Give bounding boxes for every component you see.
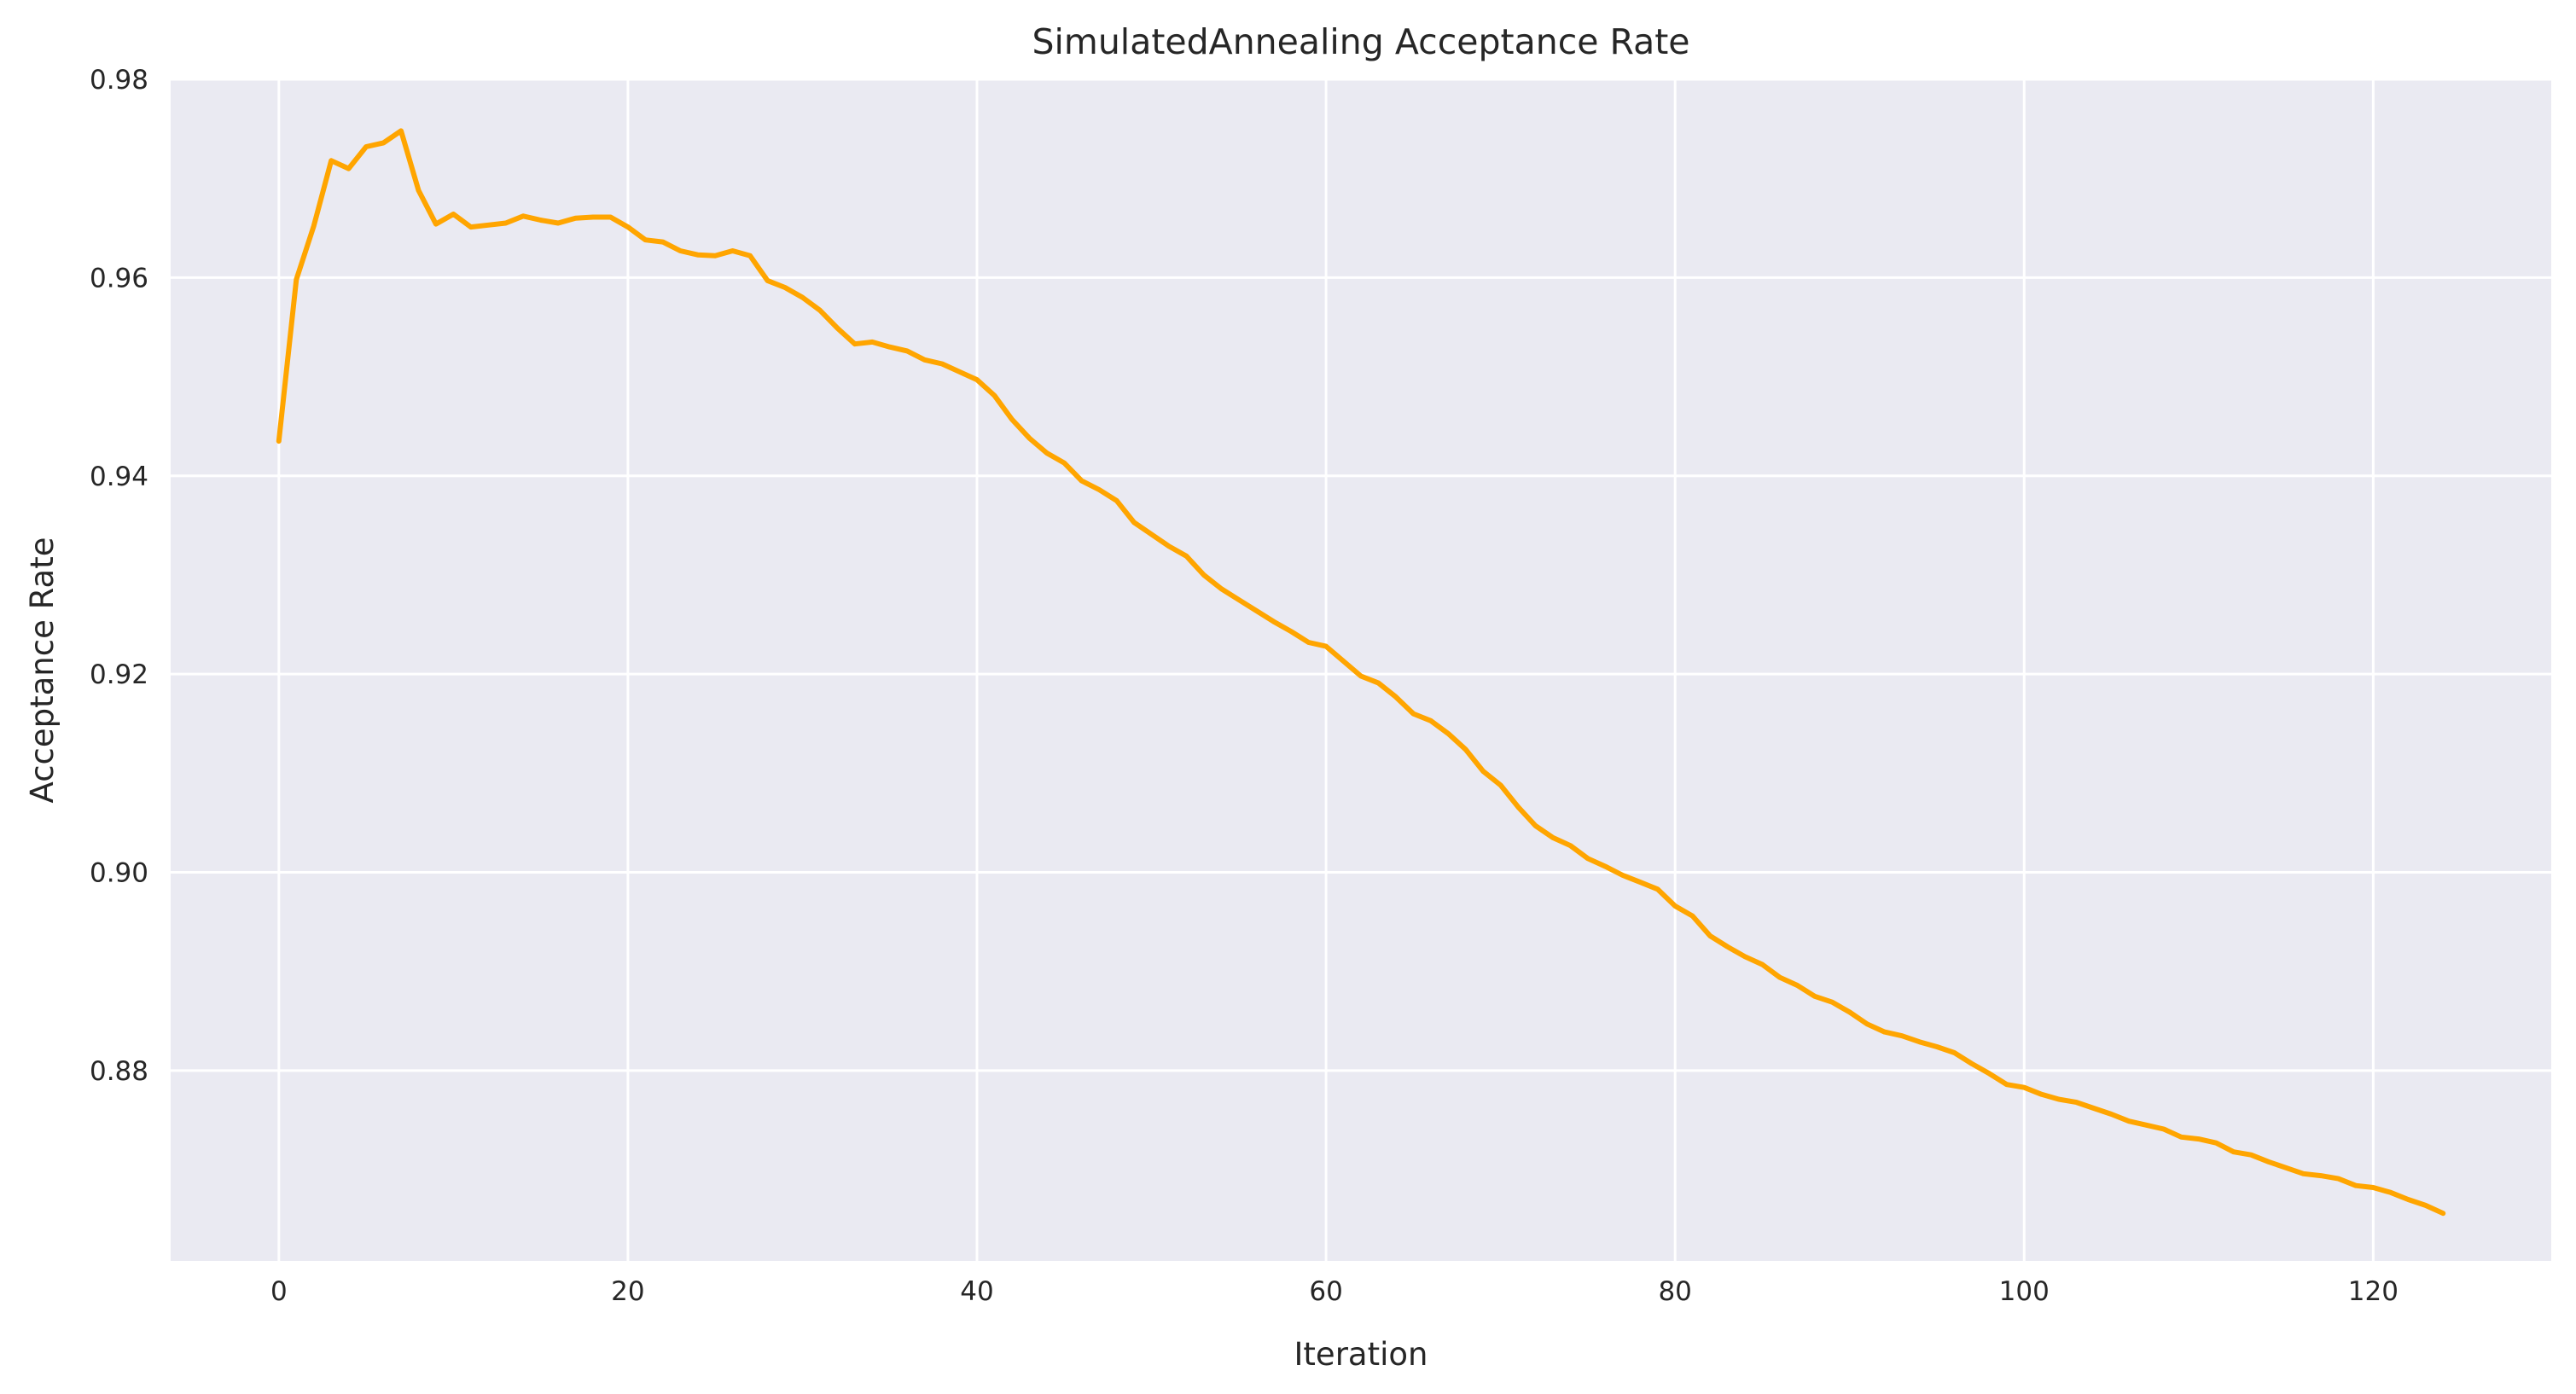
y-tick-label: 0.92	[90, 659, 148, 690]
x-tick-label: 120	[2348, 1276, 2399, 1307]
plot-area	[171, 79, 2551, 1261]
y-tick-label: 0.90	[90, 858, 148, 889]
y-tick-label: 0.98	[90, 65, 148, 96]
grid-lines	[171, 78, 2551, 1261]
y-tick-label: 0.94	[90, 462, 148, 492]
y-axis-title: Acceptance Rate	[24, 537, 61, 804]
chart-title: SimulatedAnnealing Acceptance Rate	[1032, 21, 1689, 62]
x-axis-title: Iteration	[1294, 1336, 1428, 1373]
x-tick-label: 40	[960, 1276, 993, 1307]
series-layer	[276, 128, 2446, 1217]
y-tick-label: 0.88	[90, 1056, 148, 1087]
y-tick-label: 0.96	[90, 263, 148, 293]
x-tick-label: 0	[270, 1276, 288, 1307]
x-tick-label: 60	[1309, 1276, 1342, 1307]
x-tick-label: 20	[611, 1276, 644, 1307]
x-tick-label: 100	[1999, 1276, 2050, 1307]
x-tick-label: 80	[1658, 1276, 1691, 1307]
series-line	[276, 128, 2446, 1217]
x-axis-ticks: 0 20 40 60 80 100 120	[270, 1276, 2399, 1307]
y-axis-ticks: 0.88 0.90 0.92 0.94 0.96 0.98	[90, 65, 148, 1087]
